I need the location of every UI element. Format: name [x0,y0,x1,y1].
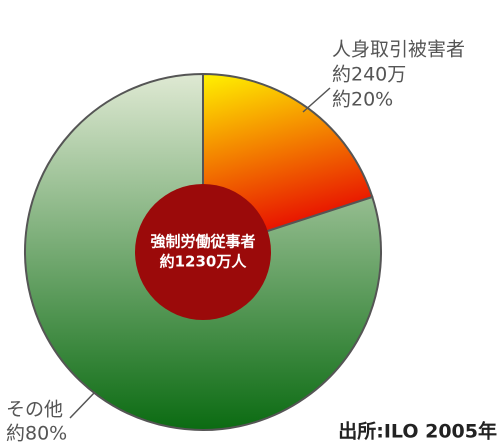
slice-label: 人身取引被害者 [332,39,465,61]
pie-slice [24,72,382,431]
value-label: 約80% [6,423,67,445]
center-label: 約1230万人 [160,253,248,271]
leader-line [302,87,331,113]
leader-line [69,391,96,419]
center-label: 強制労働従事者 [150,233,255,251]
center-circle [135,184,271,320]
source: 出所:ILO 2005年 [338,420,497,443]
slice-note: 約240万 [332,64,406,86]
slice-label: その他 [6,399,63,421]
value-label: 約20% [332,89,393,111]
